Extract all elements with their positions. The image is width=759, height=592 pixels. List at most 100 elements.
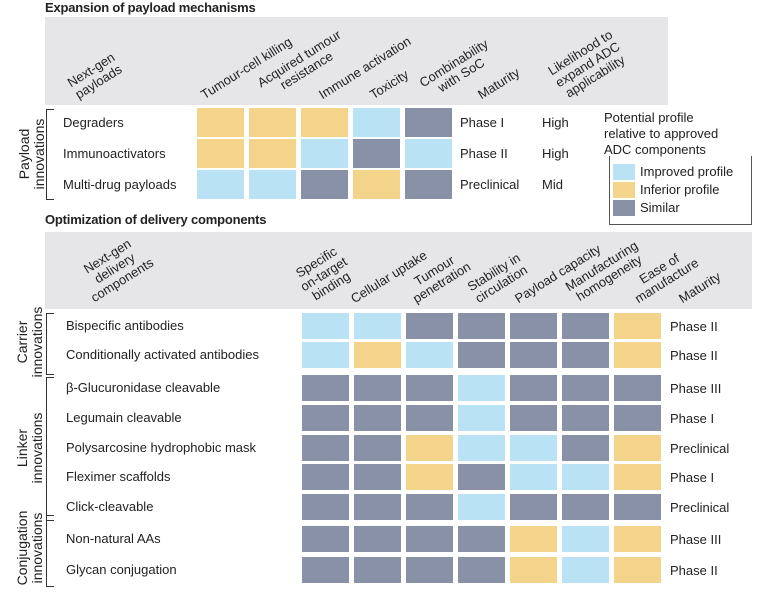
maturity-value: Phase II: [670, 563, 718, 578]
payload-group-label: Payload innovations: [16, 118, 47, 190]
profile-cell-inferior: [510, 526, 557, 552]
profile-cell-similar: [353, 139, 400, 168]
maturity-value: Preclinical: [460, 177, 520, 192]
profile-cell-inferior: [614, 464, 661, 490]
profile-cell-similar: [562, 313, 609, 339]
profile-cell-similar: [406, 494, 453, 520]
profile-cell-similar: [406, 557, 453, 583]
profile-cell-improved: [197, 170, 244, 199]
maturity-value: Phase I: [670, 470, 715, 485]
group-label-line: innovations: [29, 512, 45, 584]
delivery-header-band: [45, 232, 752, 309]
payload-section-title: Expansion of payload mechanisms: [45, 0, 256, 15]
profile-cell-improved: [562, 464, 609, 490]
legend-label: Inferior profile: [640, 182, 720, 197]
profile-cell-similar: [302, 526, 349, 552]
profile-cell-similar: [301, 170, 348, 199]
group-bracket: [46, 313, 54, 375]
profile-cell-improved: [353, 108, 400, 137]
profile-cell-inferior: [249, 139, 296, 168]
likelihood-value: High: [542, 146, 569, 161]
payload-header-band: [45, 17, 668, 105]
legend-label: Improved profile: [640, 164, 734, 179]
legend-swatch-similar: [613, 200, 635, 216]
maturity-value: Phase II: [670, 348, 718, 363]
group-label-line: Conjugation: [14, 510, 30, 586]
row-label: Conditionally activated antibodies: [66, 347, 259, 362]
profile-cell-similar: [354, 557, 401, 583]
profile-cell-similar: [510, 375, 557, 401]
profile-cell-similar: [302, 464, 349, 490]
profile-cell-similar: [354, 375, 401, 401]
profile-cell-similar: [302, 435, 349, 461]
legend-label: Similar: [640, 200, 680, 215]
row-label: Fleximer scaffolds: [66, 469, 171, 484]
row-label: Immunoactivators: [63, 146, 166, 161]
row-label: Multi-drug payloads: [63, 177, 177, 192]
profile-cell-similar: [458, 342, 505, 368]
row-label: Polysarcosine hydrophobic mask: [66, 440, 257, 455]
profile-cell-inferior: [614, 313, 661, 339]
maturity-value: Phase I: [670, 411, 715, 426]
likelihood-value: High: [542, 115, 569, 130]
profile-cell-improved: [406, 342, 453, 368]
profile-cell-improved: [249, 170, 296, 199]
group-label-line: Linker: [14, 428, 30, 468]
profile-cell-similar: [562, 435, 609, 461]
profile-cell-inferior: [406, 435, 453, 461]
row-label: Bispecific antibodies: [66, 318, 184, 333]
profile-cell-similar: [510, 313, 557, 339]
row-label: Click-cleavable: [66, 499, 154, 514]
profile-cell-improved: [510, 464, 557, 490]
legend-swatch-inferior: [613, 182, 635, 198]
profile-cell-inferior: [197, 139, 244, 168]
group-label-line: innovations: [31, 118, 47, 190]
profile-cell-similar: [562, 494, 609, 520]
delivery-group-label: Linker innovations: [14, 413, 45, 484]
profile-cell-improved: [354, 313, 401, 339]
profile-cell-inferior: [353, 170, 400, 199]
profile-cell-improved: [562, 526, 609, 552]
delivery-group-label: Conjugation innovations: [14, 510, 45, 586]
profile-cell-improved: [458, 405, 505, 431]
maturity-value: Phase I: [460, 115, 505, 130]
profile-cell-similar: [458, 557, 505, 583]
profile-cell-improved: [458, 435, 505, 461]
profile-cell-similar: [405, 108, 452, 137]
row-label: Non-natural AAs: [66, 531, 161, 546]
profile-cell-inferior: [406, 464, 453, 490]
profile-cell-improved: [405, 139, 452, 168]
maturity-value: Phase III: [670, 532, 722, 547]
maturity-value: Phase II: [670, 319, 718, 334]
profile-cell-inferior: [614, 526, 661, 552]
legend-box: [609, 156, 752, 225]
likelihood-value: Mid: [542, 177, 563, 192]
group-bracket: [46, 377, 54, 521]
profile-cell-similar: [510, 405, 557, 431]
profile-cell-similar: [354, 494, 401, 520]
profile-cell-inferior: [197, 108, 244, 137]
delivery-group-label: Carrier innovations: [14, 307, 45, 378]
profile-cell-similar: [406, 375, 453, 401]
profile-cell-similar: [354, 405, 401, 431]
legend-swatch-improved: [613, 164, 635, 180]
maturity-value: Preclinical: [670, 500, 730, 515]
profile-cell-similar: [562, 405, 609, 431]
profile-cell-inferior: [510, 557, 557, 583]
profile-cell-improved: [510, 435, 557, 461]
maturity-value: Phase II: [460, 146, 508, 161]
delivery-section-title: Optimization of delivery components: [45, 212, 267, 227]
profile-cell-similar: [354, 526, 401, 552]
profile-cell-similar: [405, 170, 452, 199]
profile-cell-improved: [302, 342, 349, 368]
profile-cell-similar: [354, 435, 401, 461]
profile-cell-improved: [302, 313, 349, 339]
profile-cell-improved: [301, 139, 348, 168]
legend-title-line: ADC components: [604, 142, 706, 157]
row-label: Legumain cleavable: [66, 410, 182, 425]
profile-cell-similar: [458, 464, 505, 490]
profile-cell-similar: [458, 526, 505, 552]
profile-cell-similar: [406, 313, 453, 339]
row-label: β-Glucuronidase cleavable: [66, 380, 221, 395]
